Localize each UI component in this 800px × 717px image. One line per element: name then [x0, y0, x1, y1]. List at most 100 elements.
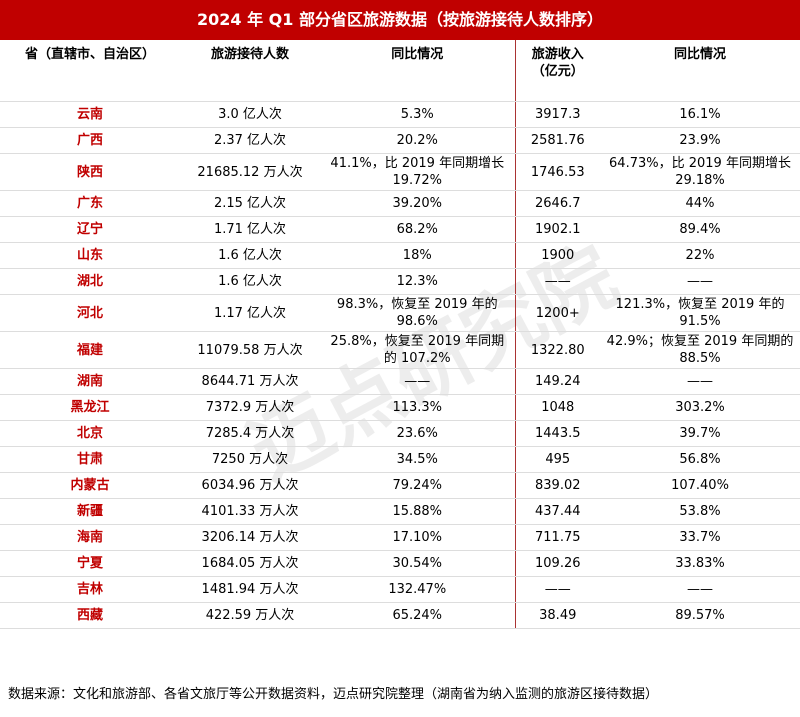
cell: 107.40%: [600, 472, 800, 499]
cell: 1200+: [515, 294, 600, 332]
cell: 25.8%，恢复至 2019 年同期的 107.2%: [320, 331, 516, 369]
table-row: 海南 3206.14 万人次 17.10% 711.75 33.7%: [0, 524, 800, 551]
cell: 7372.9 万人次: [180, 394, 320, 421]
cell: 109.26: [515, 550, 600, 577]
table-row: 云南 3.0 亿人次 5.3% 3917.3 16.1%: [0, 101, 800, 128]
cell: 15.88%: [320, 498, 516, 525]
cell: 34.5%: [320, 446, 516, 473]
cell: 1684.05 万人次: [180, 550, 320, 577]
cell: 39.20%: [320, 190, 516, 217]
cell: 65.24%: [320, 602, 516, 629]
cell: 39.7%: [600, 420, 800, 447]
cell: 北京: [0, 420, 180, 447]
table-row: 山东 1.6 亿人次 18% 1900 22%: [0, 242, 800, 269]
cell: 陕西: [0, 153, 180, 191]
title: 2024 年 Q1 部分省区旅游数据（按旅游接待人数排序）: [0, 0, 800, 40]
cell: 3.0 亿人次: [180, 101, 320, 128]
cell: 黑龙江: [0, 394, 180, 421]
cell: 1481.94 万人次: [180, 576, 320, 603]
cell: 宁夏: [0, 550, 180, 577]
table-row: 湖北 1.6 亿人次 12.3% —— ——: [0, 268, 800, 295]
table-row: 甘肃 7250 万人次 34.5% 495 56.8%: [0, 446, 800, 473]
cell: 53.8%: [600, 498, 800, 525]
table-row: 广东 2.15 亿人次 39.20% 2646.7 44%: [0, 190, 800, 217]
cell: 23.9%: [600, 127, 800, 154]
cell: 711.75: [515, 524, 600, 551]
cell: 5.3%: [320, 101, 516, 128]
cell: 33.83%: [600, 550, 800, 577]
cell: 1.71 亿人次: [180, 216, 320, 243]
cell: 湖南: [0, 368, 180, 395]
cell: 海南: [0, 524, 180, 551]
cell: 56.8%: [600, 446, 800, 473]
cell: 23.6%: [320, 420, 516, 447]
cell: 16.1%: [600, 101, 800, 128]
cell: 839.02: [515, 472, 600, 499]
cell: 1.6 亿人次: [180, 242, 320, 269]
cell: 河北: [0, 294, 180, 332]
cell: ——: [600, 368, 800, 395]
cell: 1900: [515, 242, 600, 269]
cell: 甘肃: [0, 446, 180, 473]
table-row: 内蒙古 6034.96 万人次 79.24% 839.02 107.40%: [0, 472, 800, 499]
cell: 1746.53: [515, 153, 600, 191]
header-row: 省（直辖市、自治区） 旅游接待人数 同比情况 旅游收入（亿元） 同比情况: [0, 40, 800, 102]
table-row: 黑龙江 7372.9 万人次 113.3% 1048 303.2%: [0, 394, 800, 421]
cell: 21685.12 万人次: [180, 153, 320, 191]
cell: 38.49: [515, 602, 600, 629]
table-row: 湖南 8644.71 万人次 —— 149.24 ——: [0, 368, 800, 395]
cell: 广西: [0, 127, 180, 154]
cell: 3206.14 万人次: [180, 524, 320, 551]
table-row: 福建 11079.58 万人次 25.8%，恢复至 2019 年同期的 107.2%…: [0, 331, 800, 369]
cell: 121.3%，恢复至 2019 年的 91.5%: [600, 294, 800, 332]
table: 省（直辖市、自治区） 旅游接待人数 同比情况 旅游收入（亿元） 同比情况 云南 3.0 亿…: [0, 40, 800, 629]
cell: 33.7%: [600, 524, 800, 551]
table-row: 河北 1.17 亿人次 98.3%，恢复至 2019 年的 98.6% 1200+ 12…: [0, 294, 800, 332]
cell: 30.54%: [320, 550, 516, 577]
cell: 2581.76: [515, 127, 600, 154]
table-row: 新疆 4101.33 万人次 15.88% 437.44 53.8%: [0, 498, 800, 525]
cell: 17.10%: [320, 524, 516, 551]
column-header: 旅游接待人数: [180, 40, 320, 102]
cell: 495: [515, 446, 600, 473]
cell: 云南: [0, 101, 180, 128]
cell: 68.2%: [320, 216, 516, 243]
cell: 内蒙古: [0, 472, 180, 499]
cell: 89.57%: [600, 602, 800, 629]
cell: ——: [600, 576, 800, 603]
table-row: 宁夏 1684.05 万人次 30.54% 109.26 33.83%: [0, 550, 800, 577]
cell: 149.24: [515, 368, 600, 395]
column-header: 旅游收入（亿元）: [515, 40, 600, 102]
cell: 2.15 亿人次: [180, 190, 320, 217]
cell: 1.17 亿人次: [180, 294, 320, 332]
column-header: 省（直辖市、自治区）: [0, 40, 180, 102]
column-header: 同比情况: [600, 40, 800, 102]
table-row: 陕西 21685.12 万人次 41.1%，比 2019 年同期增长 19.72% 1…: [0, 153, 800, 191]
cell: 1902.1: [515, 216, 600, 243]
cell: 12.3%: [320, 268, 516, 295]
footer: 数据来源：文化和旅游部、各省文旅厅等公开数据资料，迈点研究院整理（湖南省为纳入监…: [8, 687, 659, 702]
cell: 113.3%: [320, 394, 516, 421]
cell: 7250 万人次: [180, 446, 320, 473]
cell: 132.47%: [320, 576, 516, 603]
cell: 64.73%，比 2019 年同期增长 29.18%: [600, 153, 800, 191]
table-row: 北京 7285.4 万人次 23.6% 1443.5 39.7%: [0, 420, 800, 447]
cell: 79.24%: [320, 472, 516, 499]
table-body: 云南 3.0 亿人次 5.3% 3917.3 16.1% 广西 2.37 亿人次 20.2% 2…: [0, 101, 800, 629]
table-row: 西藏 422.59 万人次 65.24% 38.49 89.57%: [0, 602, 800, 629]
cell: 8644.71 万人次: [180, 368, 320, 395]
cell: 20.2%: [320, 127, 516, 154]
cell: 437.44: [515, 498, 600, 525]
cell: 1.6 亿人次: [180, 268, 320, 295]
cell: 303.2%: [600, 394, 800, 421]
cell: 11079.58 万人次: [180, 331, 320, 369]
cell: ——: [320, 368, 516, 395]
table-row: 辽宁 1.71 亿人次 68.2% 1902.1 89.4%: [0, 216, 800, 243]
cell: 44%: [600, 190, 800, 217]
cell: 西藏: [0, 602, 180, 629]
cell: 89.4%: [600, 216, 800, 243]
cell: 新疆: [0, 498, 180, 525]
column-header: 同比情况: [320, 40, 516, 102]
cell: 42.9%；恢复至 2019 年同期的 88.5%: [600, 331, 800, 369]
